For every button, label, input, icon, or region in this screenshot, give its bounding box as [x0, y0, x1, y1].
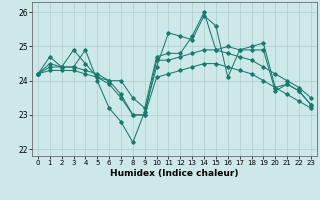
X-axis label: Humidex (Indice chaleur): Humidex (Indice chaleur) [110, 169, 239, 178]
